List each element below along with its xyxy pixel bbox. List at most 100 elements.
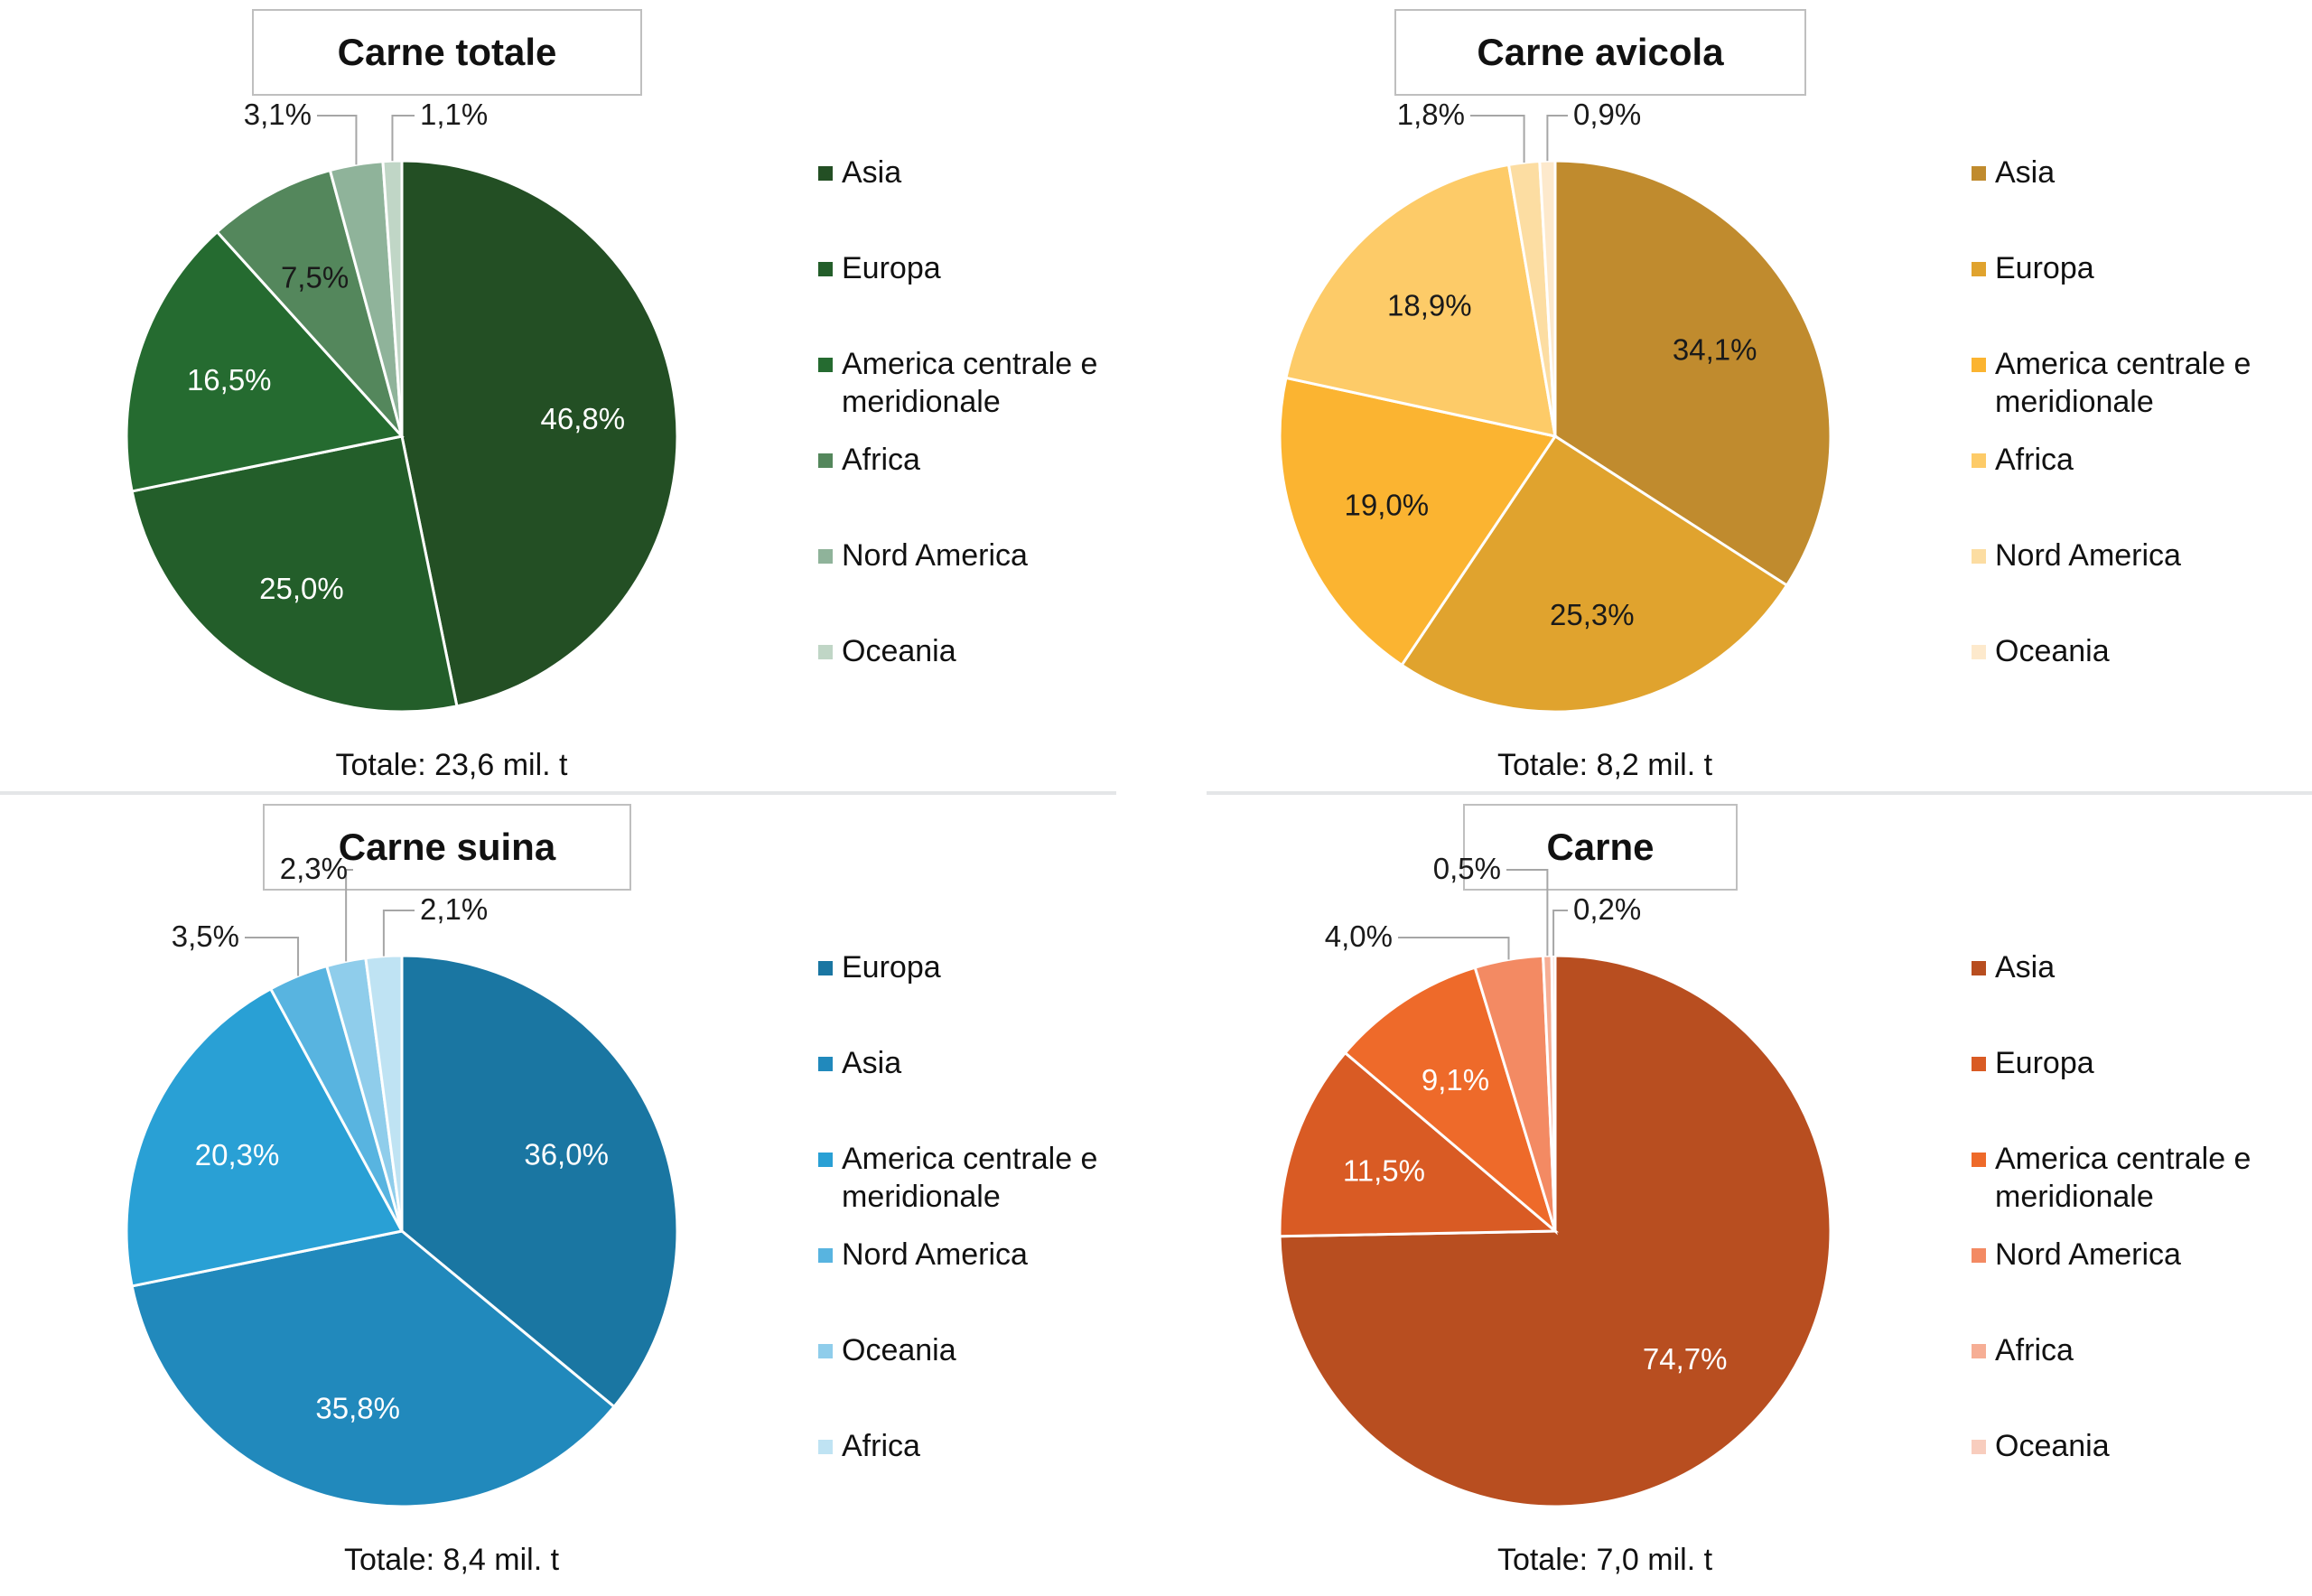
pie-slice xyxy=(400,954,679,1409)
leader-line xyxy=(1506,869,1549,957)
legend-swatch-icon xyxy=(1972,262,1986,276)
pie-slice xyxy=(1400,434,1789,714)
pie-chart-panel: Carne avicola 34,1% 25,3% 19,0% 18,9% 1,8% 0,9… xyxy=(1153,0,2273,786)
leader-line xyxy=(1552,910,1568,957)
pie-slice xyxy=(1278,1050,1559,1238)
total-caption: Totale: 8,2 mil. t xyxy=(1496,748,1713,782)
legend-swatch-icon xyxy=(1972,645,1986,659)
legend-item: America centrale e meridionale xyxy=(818,345,1125,421)
legend-label: Europa xyxy=(842,950,941,985)
legend-label: Nord America xyxy=(1995,538,2181,573)
pie-svg: 74,7% 11,5% 9,1% 4,0% 0,5% 0,2% xyxy=(1278,852,1832,1508)
legend-item: Europa xyxy=(818,948,1125,986)
legend-label: Asia xyxy=(1995,155,2056,190)
legend-label: Oceania xyxy=(842,634,956,668)
legend-swatch-icon xyxy=(818,549,833,564)
legend-swatch-icon xyxy=(1972,166,1986,181)
legend-item: America centrale e meridionale xyxy=(1972,345,2279,421)
legend-label: America centrale e meridionale xyxy=(1995,1142,2251,1214)
chart-title: Carne xyxy=(1463,804,1738,891)
leader-line xyxy=(1470,115,1525,163)
legend-label: America centrale e meridionale xyxy=(1995,347,2251,419)
legend-item: Oceania xyxy=(818,632,1125,670)
legend-swatch-icon xyxy=(818,1057,833,1071)
data-label: 0,9% xyxy=(1573,98,1641,131)
data-label: 20,3% xyxy=(195,1138,280,1171)
legend-item: Nord America xyxy=(818,1236,1125,1274)
legend-item: Nord America xyxy=(818,537,1125,574)
pie-chart-panel: Carne suina 36,0% 35,8% 20,3% 3,5% 2,3% 2,1% Eu… xyxy=(0,795,1120,1581)
data-label: 34,1% xyxy=(1673,333,1757,367)
data-label: 7,5% xyxy=(281,260,349,294)
data-label: 25,3% xyxy=(1550,598,1635,631)
legend-label: Asia xyxy=(842,1046,902,1080)
legend-swatch-icon xyxy=(1972,453,1986,468)
legend-item: Nord America xyxy=(1972,537,2279,574)
data-label: 25,0% xyxy=(259,572,344,605)
leader-line xyxy=(1546,115,1568,162)
legend-label: Africa xyxy=(1995,1333,2074,1367)
legend-item: Asia xyxy=(818,154,1125,191)
total-caption: Totale: 23,6 mil. t xyxy=(335,748,568,782)
data-label: 19,0% xyxy=(1345,488,1430,521)
legend-label: Oceania xyxy=(1995,1429,2110,1463)
legend-label: Europa xyxy=(1995,1046,2094,1080)
legend-item: Asia xyxy=(1972,154,2279,191)
leader-line xyxy=(391,115,415,162)
legend-swatch-icon xyxy=(818,166,833,181)
legend-item: Africa xyxy=(1972,1331,2279,1369)
chart-title: Carne suina xyxy=(263,804,631,891)
pie-svg: 34,1% 25,3% 19,0% 18,9% 1,8% 0,9% xyxy=(1278,98,1832,714)
pie-slice xyxy=(1278,376,1558,667)
pie-slice xyxy=(1538,159,1557,437)
legend-item: Europa xyxy=(818,249,1125,287)
legend-swatch-icon xyxy=(818,1153,833,1167)
legend-swatch-icon xyxy=(1972,1440,1986,1454)
data-label: 1,8% xyxy=(1397,98,1465,131)
legend-item: Oceania xyxy=(1972,632,2279,670)
data-label: 1,1% xyxy=(420,98,488,131)
legend-swatch-icon xyxy=(1972,549,1986,564)
legend-item: Europa xyxy=(1972,1044,2279,1082)
pie-svg: 46,8% 25,0% 16,5% 7,5% 3,1% 1,1% xyxy=(125,98,679,714)
legend-item: Africa xyxy=(818,1427,1125,1465)
leader-line xyxy=(245,937,300,976)
legend-swatch-icon xyxy=(1972,1344,1986,1358)
data-label: 4,0% xyxy=(1325,919,1393,953)
legend-label: Africa xyxy=(1995,443,2074,477)
legend-swatch-icon xyxy=(818,1248,833,1263)
legend-label: Africa xyxy=(842,443,920,477)
legend-label: Asia xyxy=(1995,950,2056,985)
data-label: 46,8% xyxy=(540,402,625,435)
data-label: 74,7% xyxy=(1643,1342,1728,1376)
legend-swatch-icon xyxy=(818,358,833,372)
legend-item: Asia xyxy=(818,1044,1125,1082)
leader-line xyxy=(317,115,358,165)
legend-label: Nord America xyxy=(1995,1237,2181,1272)
leader-line xyxy=(345,869,353,962)
legend-item: Oceania xyxy=(1972,1427,2279,1465)
total-caption: Totale: 7,0 mil. t xyxy=(1496,1543,1713,1577)
legend-label: Asia xyxy=(842,155,902,190)
pie-slice xyxy=(1343,966,1558,1236)
legend-swatch-icon xyxy=(1972,1153,1986,1167)
data-label: 9,1% xyxy=(1422,1063,1489,1097)
pie-chart-panel: Carne 74,7% 11,5% 9,1% 4,0% 0,5% 0,2% Asia Europ… xyxy=(1153,795,2273,1581)
data-label: 36,0% xyxy=(524,1137,609,1171)
vertical-gap xyxy=(1116,0,1207,1596)
legend-item: Europa xyxy=(1972,249,2279,287)
legend-label: Oceania xyxy=(842,1333,956,1367)
legend-swatch-icon xyxy=(1972,1248,1986,1263)
pie-slice xyxy=(400,159,679,708)
legend-swatch-icon xyxy=(818,1440,833,1454)
data-label: 16,5% xyxy=(187,363,272,397)
data-label: 0,2% xyxy=(1573,892,1641,926)
legend-swatch-icon xyxy=(818,262,833,276)
data-label: 35,8% xyxy=(315,1391,400,1424)
data-label: 2,1% xyxy=(420,892,488,926)
legend-item: Asia xyxy=(1972,948,2279,986)
legend-item: America centrale e meridionale xyxy=(818,1140,1125,1216)
legend-swatch-icon xyxy=(818,1344,833,1358)
legend-label: Nord America xyxy=(842,1237,1028,1272)
legend-swatch-icon xyxy=(1972,358,1986,372)
